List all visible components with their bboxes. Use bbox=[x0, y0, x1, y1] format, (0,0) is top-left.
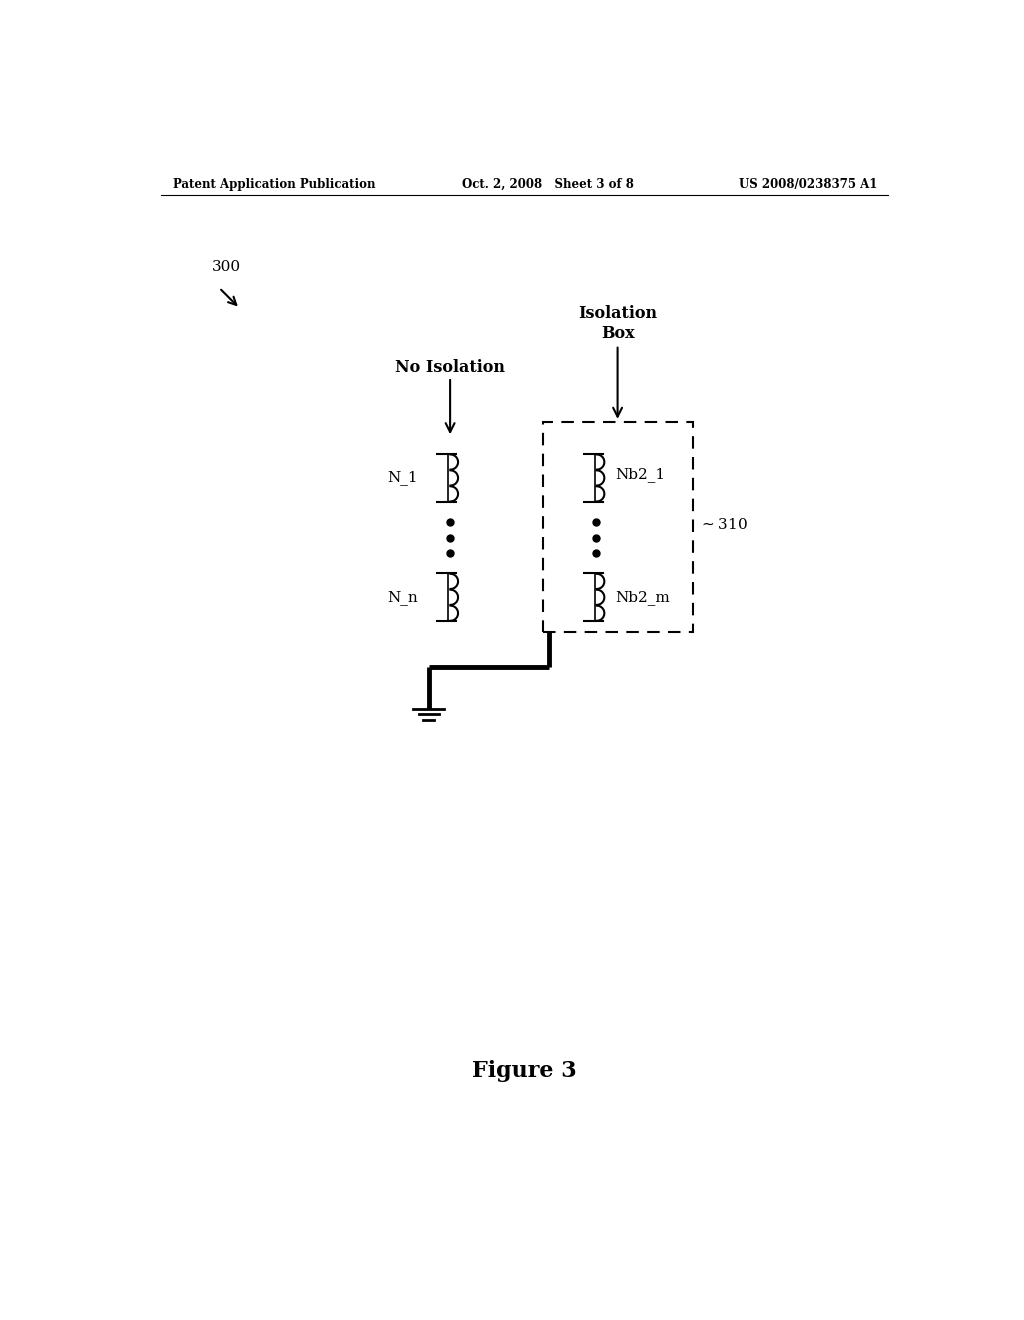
Text: N_n: N_n bbox=[387, 590, 418, 605]
Text: Nb2_1: Nb2_1 bbox=[614, 467, 665, 482]
Text: N_1: N_1 bbox=[387, 470, 418, 486]
Text: Patent Application Publication: Patent Application Publication bbox=[173, 178, 376, 190]
Text: Isolation
Box: Isolation Box bbox=[578, 305, 657, 342]
Text: Nb2_m: Nb2_m bbox=[614, 590, 670, 605]
Text: Oct. 2, 2008   Sheet 3 of 8: Oct. 2, 2008 Sheet 3 of 8 bbox=[462, 178, 634, 190]
Text: Figure 3: Figure 3 bbox=[472, 1060, 578, 1082]
Text: 300: 300 bbox=[211, 260, 241, 275]
Text: US 2008/0238375 A1: US 2008/0238375 A1 bbox=[739, 178, 878, 190]
Text: No Isolation: No Isolation bbox=[395, 359, 505, 376]
Bar bbox=[543, 422, 692, 632]
Text: $\sim$310: $\sim$310 bbox=[698, 516, 748, 532]
